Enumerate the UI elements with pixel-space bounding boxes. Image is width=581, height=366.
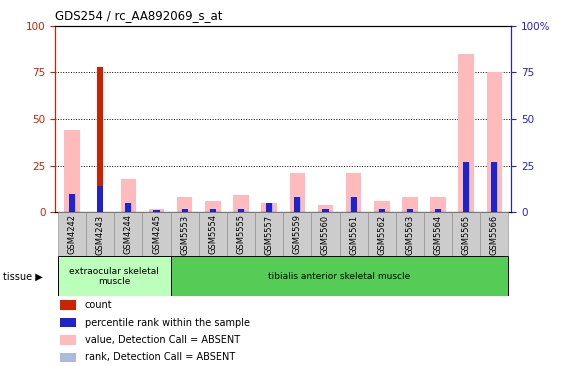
Bar (294, 197, 300, 212)
Bar (491, 162, 498, 212)
Bar (171, 212, 199, 256)
Text: GSM5560: GSM5560 (321, 214, 330, 255)
Bar (209, 209, 216, 212)
Bar (318, 205, 333, 212)
Bar (60, 318, 76, 327)
Bar (233, 195, 249, 212)
Bar (177, 197, 192, 212)
Bar (69, 194, 76, 212)
Text: percentile rank within the sample: percentile rank within the sample (85, 318, 250, 328)
Bar (125, 203, 132, 212)
Bar (480, 212, 508, 256)
Bar (350, 197, 357, 212)
Bar (58, 256, 171, 296)
Text: GDS254 / rc_AA892069_s_at: GDS254 / rc_AA892069_s_at (55, 9, 223, 22)
Text: GSM5565: GSM5565 (462, 214, 471, 255)
Text: GSM4245: GSM4245 (152, 214, 161, 254)
Bar (322, 209, 329, 212)
Bar (350, 197, 357, 212)
Bar (407, 209, 413, 212)
Text: GSM5566: GSM5566 (490, 214, 499, 255)
Bar (435, 209, 442, 212)
Bar (322, 209, 329, 212)
Bar (266, 203, 272, 212)
Bar (396, 212, 424, 256)
Bar (284, 212, 311, 256)
Bar (97, 186, 103, 212)
Bar (462, 162, 470, 212)
Bar (60, 300, 76, 310)
Bar (171, 256, 508, 296)
Bar (238, 209, 245, 212)
Bar (402, 197, 418, 212)
Bar (210, 209, 216, 212)
Bar (86, 212, 114, 256)
Bar (149, 209, 164, 212)
Text: GSM5564: GSM5564 (433, 214, 443, 255)
Bar (199, 212, 227, 256)
Bar (368, 212, 396, 256)
Bar (379, 209, 385, 212)
Text: extraocular skeletal
muscle: extraocular skeletal muscle (69, 266, 159, 286)
Bar (424, 212, 452, 256)
Text: GSM4244: GSM4244 (124, 214, 133, 254)
Text: GSM5557: GSM5557 (265, 214, 274, 255)
Bar (121, 179, 136, 212)
Bar (487, 72, 502, 212)
Bar (289, 173, 305, 212)
Bar (182, 209, 188, 212)
Bar (153, 210, 160, 212)
Bar (435, 209, 441, 212)
Bar (458, 54, 474, 212)
Text: GSM4242: GSM4242 (67, 214, 77, 254)
Bar (69, 194, 75, 212)
Bar (227, 212, 255, 256)
Bar (255, 212, 284, 256)
Bar (406, 209, 414, 212)
Text: GSM5553: GSM5553 (180, 214, 189, 255)
Bar (266, 203, 272, 212)
Text: GSM4243: GSM4243 (96, 214, 105, 255)
Text: tissue ▶: tissue ▶ (3, 271, 42, 281)
Bar (294, 197, 301, 212)
Bar (346, 173, 361, 212)
Bar (261, 203, 277, 212)
Text: rank, Detection Call = ABSENT: rank, Detection Call = ABSENT (85, 352, 235, 362)
Bar (374, 201, 389, 212)
Text: GSM5561: GSM5561 (349, 214, 358, 255)
Bar (114, 212, 142, 256)
Text: GSM5559: GSM5559 (293, 214, 302, 254)
Bar (378, 209, 385, 212)
Bar (60, 335, 76, 345)
Text: value, Detection Call = ABSENT: value, Detection Call = ABSENT (85, 335, 240, 345)
Bar (431, 197, 446, 212)
Text: tibialis anterior skeletal muscle: tibialis anterior skeletal muscle (268, 272, 411, 281)
Bar (125, 203, 131, 212)
Text: count: count (85, 300, 113, 310)
Bar (452, 212, 480, 256)
Bar (311, 212, 339, 256)
Bar (60, 352, 76, 362)
Bar (492, 162, 497, 212)
Bar (463, 162, 469, 212)
Bar (153, 210, 160, 212)
Text: GSM5562: GSM5562 (377, 214, 386, 255)
Bar (205, 201, 221, 212)
Bar (238, 209, 244, 212)
Text: GSM5554: GSM5554 (209, 214, 217, 254)
Bar (64, 130, 80, 212)
Bar (58, 212, 86, 256)
Text: GSM5563: GSM5563 (406, 214, 414, 255)
Bar (142, 212, 171, 256)
Bar (339, 212, 368, 256)
Bar (97, 67, 103, 212)
Bar (181, 209, 188, 212)
Text: GSM5555: GSM5555 (236, 214, 246, 254)
